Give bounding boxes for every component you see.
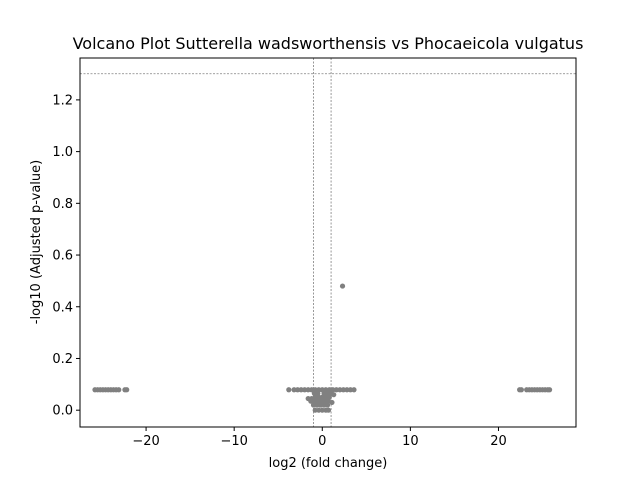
- data-point: [546, 387, 553, 393]
- axes-frame: [79, 57, 577, 428]
- data-point: [325, 407, 332, 413]
- data-point: [324, 402, 331, 408]
- x-axis-label: log2 (fold change): [269, 456, 388, 471]
- data-point: [116, 387, 122, 393]
- x-axis-ticks: −20 −10 0 10 20: [132, 427, 507, 449]
- y-axis-label: -log10 (Adjusted p-value): [29, 160, 44, 324]
- data-point: [286, 387, 292, 393]
- data-point: [331, 392, 337, 398]
- x-tick-label: 0: [318, 434, 326, 449]
- y-axis-ticks: 0.0 0.2 0.4 0.6 0.8 1.0 1.2: [52, 93, 80, 419]
- chart-title: Volcano Plot Sutterella wadsworthensis v…: [73, 34, 584, 53]
- y-tick-label: 0.2: [52, 352, 73, 367]
- y-tick-label: 0.6: [52, 249, 73, 264]
- data-point: [339, 283, 346, 289]
- data-point: [326, 394, 332, 400]
- x-tick-label: −10: [220, 434, 247, 449]
- x-tick-label: −20: [132, 434, 159, 449]
- y-tick-label: 0.0: [52, 404, 73, 419]
- x-tick-label: 10: [402, 434, 419, 449]
- data-point: [518, 387, 524, 393]
- data-point: [124, 387, 130, 393]
- plot-area: [80, 58, 576, 427]
- y-tick-label: 1.0: [52, 145, 73, 160]
- x-tick-label: 20: [490, 434, 507, 449]
- data-point: [351, 387, 357, 393]
- y-tick-label: 1.2: [52, 93, 73, 108]
- y-tick-label: 0.8: [52, 197, 73, 212]
- data-point: [315, 390, 321, 396]
- y-tick-label: 0.4: [52, 300, 73, 315]
- data-point: [329, 399, 335, 406]
